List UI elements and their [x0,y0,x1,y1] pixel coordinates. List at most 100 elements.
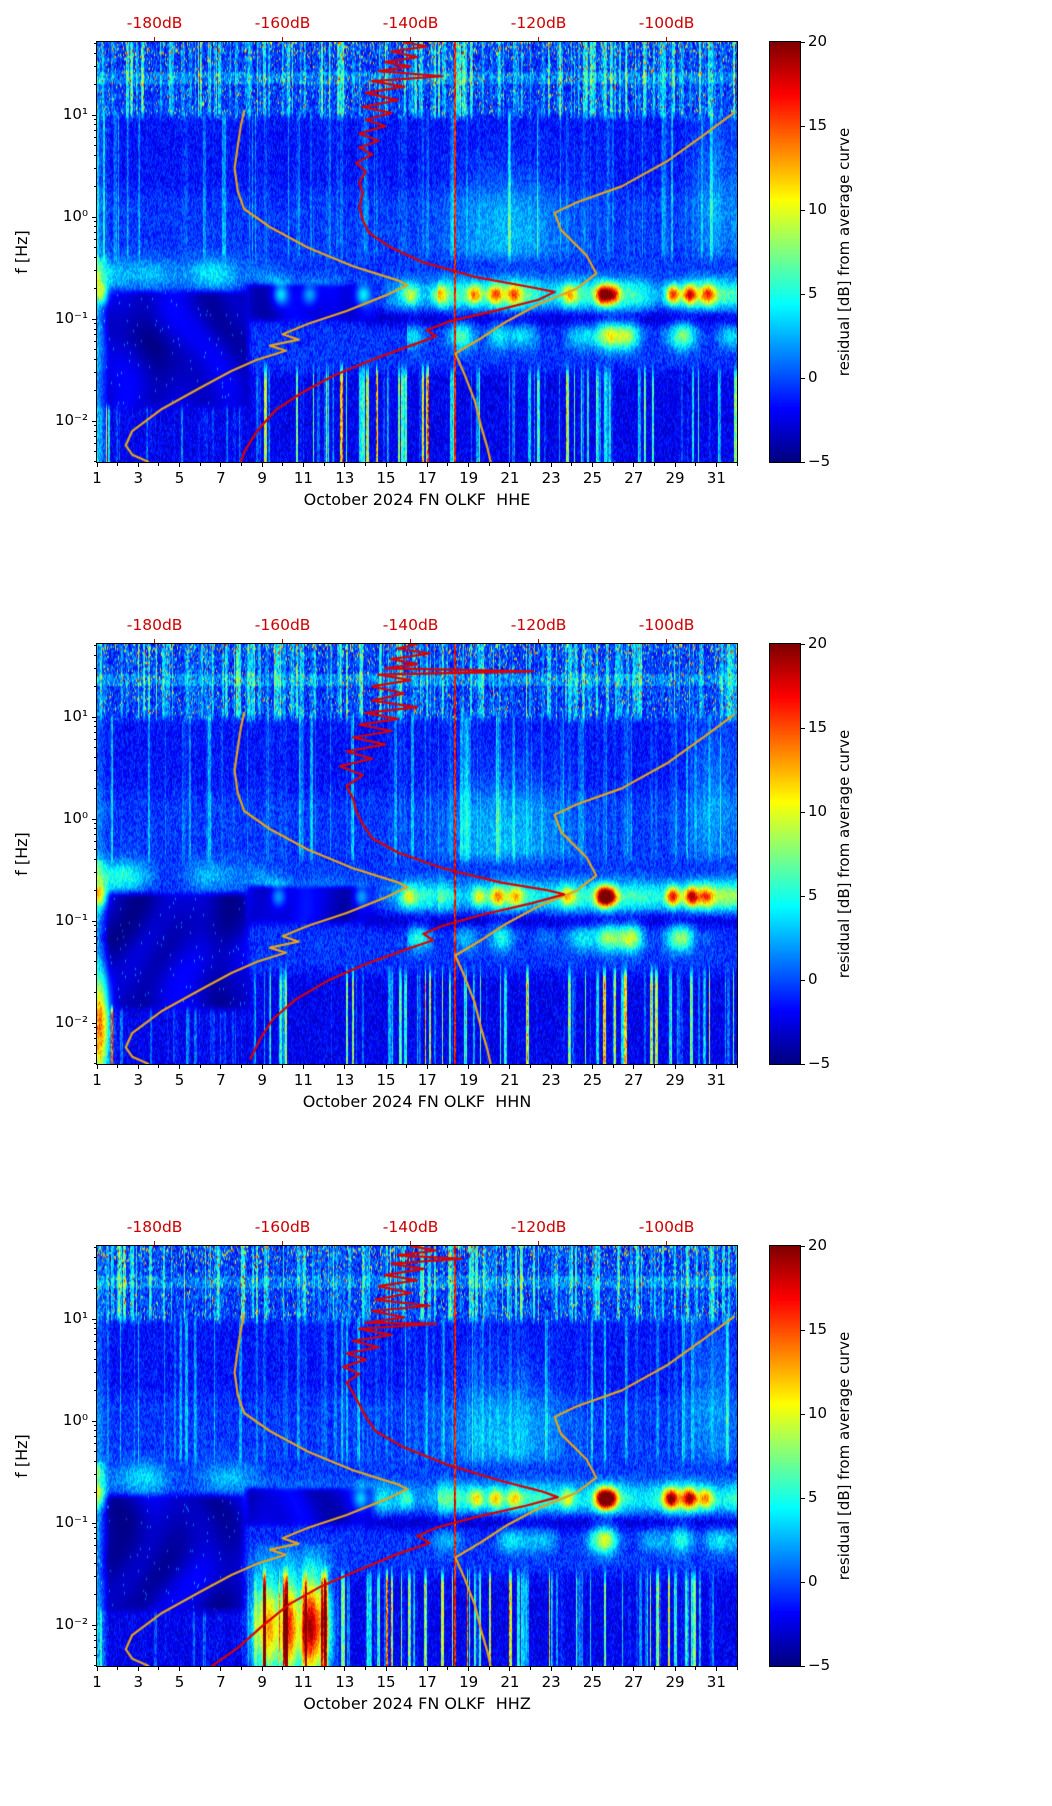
tick-mark [509,1667,511,1671]
tick-mark [509,463,511,467]
y-tick-label: 10⁻¹ [54,309,88,328]
tick-mark [364,1667,366,1670]
tick-mark [801,293,805,295]
spectrogram-panel: f [Hz] residual [dB] from average curve … [0,602,1052,1204]
tick-mark [801,125,805,127]
tick-mark [199,463,201,466]
tick-mark [364,1065,366,1068]
y-tick-label: 10⁰ [62,809,88,828]
spectrogram-canvas [96,41,738,463]
x-tick-label: 5 [174,1071,185,1089]
x-tick-label: 5 [174,1673,185,1691]
top-axis-tick-label: -140dB [382,14,439,32]
x-tick-label: 25 [582,1673,603,1691]
top-axis-tick-label: -160dB [254,1218,311,1236]
tick-mark [530,1667,532,1670]
tick-mark [488,1667,490,1670]
tick-mark [571,463,573,466]
top-axis-tick-label: -160dB [254,616,311,634]
colorbar-tick-label: 15 [808,116,828,134]
x-tick-label: 31 [706,469,726,487]
tick-mark [406,1065,408,1068]
spectrogram-panel: f [Hz] residual [dB] from average curve … [0,0,1052,602]
y-axis-label: f [Hz] [12,230,31,274]
x-tick-label: 13 [335,1673,355,1691]
tick-mark [633,1065,635,1069]
colorbar-tick-label: 5 [808,284,818,302]
y-tick-label: 10⁻² [54,1013,88,1032]
y-tick-label: 10⁻² [54,411,88,430]
y-tick-label: 10¹ [62,707,88,726]
tick-mark [801,377,805,379]
tick-mark [736,463,738,466]
x-axis-title: October 2024 FN OLKF HHE [303,490,531,509]
y-tick-label: 10⁰ [62,1411,88,1430]
tick-mark [801,979,805,981]
tick-mark [674,463,676,467]
tick-mark [220,463,222,467]
tick-mark [801,1497,805,1499]
tick-mark [385,1667,387,1671]
top-axis-tick-label: -120dB [510,1218,567,1236]
colorbar-label: residual [dB] from average curve [835,729,853,979]
tick-mark [261,463,263,467]
colorbar-gradient [769,41,801,463]
tick-mark [406,1667,408,1670]
y-axis-label: f [Hz] [12,1434,31,1478]
tick-mark [426,463,428,467]
tick-mark [801,41,805,43]
x-tick-label: 7 [216,469,226,487]
colorbar-label: residual [dB] from average curve [835,1331,853,1581]
tick-mark [302,463,304,467]
tick-mark [323,1065,325,1068]
top-axis-tick-label: -100dB [638,14,695,32]
colorbar-tick-label: 0 [808,970,818,988]
x-tick-label: 29 [665,1673,685,1691]
tick-mark [591,463,593,467]
x-tick-label: 9 [257,469,267,487]
colorbar-tick-label: 10 [808,1404,828,1422]
x-tick-label: 31 [706,1673,726,1691]
tick-mark [715,463,717,467]
x-tick-label: 3 [133,1673,144,1691]
x-tick-label: 11 [293,469,313,487]
tick-mark [530,1065,532,1068]
y-tick-label: 10⁻² [54,1615,88,1634]
x-tick-label: 3 [133,469,144,487]
tick-mark [241,1667,243,1670]
y-tick-label: 10⁻¹ [54,911,88,930]
tick-mark [488,463,490,466]
tick-mark [261,1667,263,1671]
tick-mark [801,209,805,211]
tick-mark [179,1667,181,1671]
y-tick-label: 10⁻¹ [54,1513,88,1532]
tick-mark [323,1667,325,1670]
x-tick-label: 23 [541,469,561,487]
tick-mark [344,1667,346,1671]
tick-mark [633,1667,635,1671]
tick-mark [612,463,614,466]
x-tick-label: 17 [417,469,437,487]
x-tick-label: 19 [459,469,479,487]
tick-mark [801,727,805,729]
top-axis-tick-label: -120dB [510,616,567,634]
x-tick-label: 15 [376,469,396,487]
x-tick-label: 11 [293,1071,313,1089]
x-tick-label: 19 [459,1071,479,1089]
top-axis-tick-label: -180dB [126,1218,183,1236]
colorbar-tick-label: −5 [808,1054,831,1072]
x-tick-label: 7 [216,1071,226,1089]
x-axis-title: October 2024 FN OLKF HHN [302,1092,532,1111]
tick-mark [179,463,181,467]
tick-mark [509,1065,511,1069]
tick-mark [241,463,243,466]
tick-mark [801,461,805,463]
tick-mark [117,1065,119,1068]
tick-mark [695,1667,697,1670]
tick-mark [158,1065,160,1068]
top-axis-tick-label: -160dB [254,14,311,32]
colorbar-tick-label: 15 [808,718,828,736]
spectrogram-canvas [96,1245,738,1667]
tick-mark [241,1065,243,1068]
